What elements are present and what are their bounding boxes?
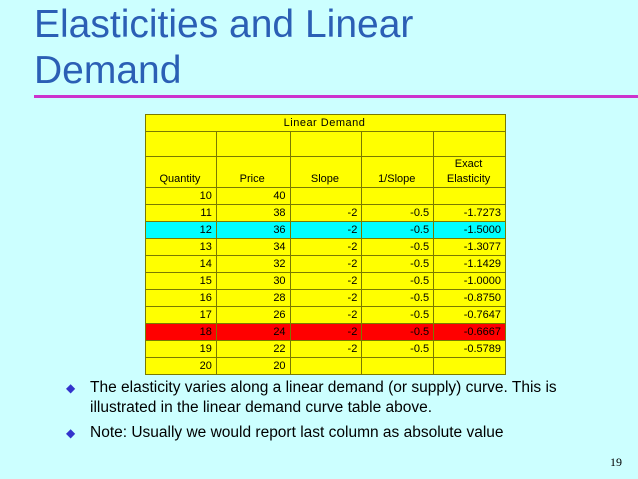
bullet-item: ◆ The elasticity varies along a linear d…: [66, 378, 626, 418]
header-price: Price: [215, 156, 291, 188]
cell-quantity: 10: [145, 187, 217, 205]
cell-exact-elasticity: [433, 357, 506, 375]
cell-inverse-slope: -0.5: [361, 272, 435, 290]
cell-exact-elasticity: -1.3077: [433, 238, 506, 256]
slide-title: Elasticities and Linear Demand: [34, 3, 414, 92]
cell-price: 30: [215, 272, 291, 290]
cell-slope: [289, 187, 363, 205]
bullet-list: ◆ The elasticity varies along a linear d…: [66, 378, 626, 448]
cell-inverse-slope: -0.5: [361, 221, 435, 239]
cell-exact-elasticity: -0.5789: [433, 340, 506, 358]
cell-inverse-slope: -0.5: [361, 306, 435, 324]
cell-slope: -2: [289, 221, 363, 239]
cell-quantity: 17: [145, 306, 217, 324]
cell-inverse-slope: -0.5: [361, 289, 435, 307]
cell-price: 38: [215, 204, 291, 222]
cell-quantity: 20: [145, 357, 217, 375]
table-row: 11 38 -2 -0.5 -1.7273: [145, 204, 506, 222]
cell-exact-elasticity: -1.0000: [433, 272, 506, 290]
cell-price: 28: [215, 289, 291, 307]
table-caption: Linear Demand: [145, 114, 506, 132]
cell-inverse-slope: -0.5: [361, 255, 435, 273]
cell-inverse-slope: -0.5: [361, 340, 435, 358]
cell-slope: [289, 357, 363, 375]
table-cell-blank: [361, 131, 435, 157]
table-cell-blank: [289, 131, 363, 157]
bullet-text: Note: Usually we would report last colum…: [90, 424, 504, 441]
cell-inverse-slope: [361, 187, 435, 205]
title-divider: [34, 95, 638, 98]
table-row: 15 30 -2 -0.5 -1.0000: [145, 272, 506, 290]
cell-exact-elasticity: -0.8750: [433, 289, 506, 307]
cell-quantity: 13: [145, 238, 217, 256]
table-row: 19 22 -2 -0.5 -0.5789: [145, 340, 506, 358]
cell-quantity: 19: [145, 340, 217, 358]
linear-demand-table: Linear Demand Quantity Price Slope 1/Slo…: [145, 114, 506, 375]
cell-slope: -2: [289, 272, 363, 290]
cell-inverse-slope: [361, 357, 435, 375]
cell-price: 36: [215, 221, 291, 239]
cell-inverse-slope: -0.5: [361, 238, 435, 256]
cell-price: 24: [215, 323, 291, 341]
header-slope: Slope: [289, 156, 363, 188]
cell-exact-elasticity: -1.1429: [433, 255, 506, 273]
table-cell-blank: [145, 131, 217, 157]
cell-quantity: 15: [145, 272, 217, 290]
table-row: 17 26 -2 -0.5 -0.7647: [145, 306, 506, 324]
cell-exact-elasticity: -0.6667: [433, 323, 506, 341]
cell-quantity: 11: [145, 204, 217, 222]
table-row: 16 28 -2 -0.5 -0.8750: [145, 289, 506, 307]
cell-price: 26: [215, 306, 291, 324]
page-number: 19: [610, 455, 622, 469]
cell-exact-elasticity: -1.5000: [433, 221, 506, 239]
cell-exact-elasticity: [433, 187, 506, 205]
table-body: 10 40 11 38 -2 -0.5 -1.7273 12 36 -2 -0.5 -1.5000 13…: [145, 187, 506, 375]
table-cell-blank: [215, 131, 291, 157]
cell-slope: -2: [289, 255, 363, 273]
cell-slope: -2: [289, 340, 363, 358]
cell-price: 22: [215, 340, 291, 358]
table-cell-blank: [433, 131, 506, 157]
table-row: 13 34 -2 -0.5 -1.3077: [145, 238, 506, 256]
diamond-bullet-icon: ◆: [66, 426, 76, 440]
table-row: 12 36 -2 -0.5 -1.5000: [145, 221, 506, 239]
cell-inverse-slope: -0.5: [361, 204, 435, 222]
cell-inverse-slope: -0.5: [361, 323, 435, 341]
cell-exact-elasticity: -0.7647: [433, 306, 506, 324]
bullet-text: The elasticity varies along a linear dem…: [90, 379, 557, 416]
cell-slope: -2: [289, 238, 363, 256]
cell-price: 20: [215, 357, 291, 375]
cell-price: 32: [215, 255, 291, 273]
header-exact-elasticity: Exact Elasticity: [433, 156, 506, 188]
cell-price: 34: [215, 238, 291, 256]
cell-quantity: 18: [145, 323, 217, 341]
cell-quantity: 14: [145, 255, 217, 273]
cell-quantity: 16: [145, 289, 217, 307]
cell-slope: -2: [289, 323, 363, 341]
cell-price: 40: [215, 187, 291, 205]
cell-slope: -2: [289, 289, 363, 307]
cell-quantity: 12: [145, 221, 217, 239]
diamond-bullet-icon: ◆: [66, 381, 76, 395]
table-row: 14 32 -2 -0.5 -1.1429: [145, 255, 506, 273]
cell-slope: -2: [289, 306, 363, 324]
table-row: 10 40: [145, 187, 506, 205]
header-inverse-slope: 1/Slope: [361, 156, 435, 188]
cell-exact-elasticity: -1.7273: [433, 204, 506, 222]
bullet-item: ◆ Note: Usually we would report last col…: [66, 423, 626, 443]
header-quantity: Quantity: [145, 156, 217, 188]
table-row: 18 24 -2 -0.5 -0.6667: [145, 323, 506, 341]
cell-slope: -2: [289, 204, 363, 222]
table-row: 20 20: [145, 357, 506, 375]
